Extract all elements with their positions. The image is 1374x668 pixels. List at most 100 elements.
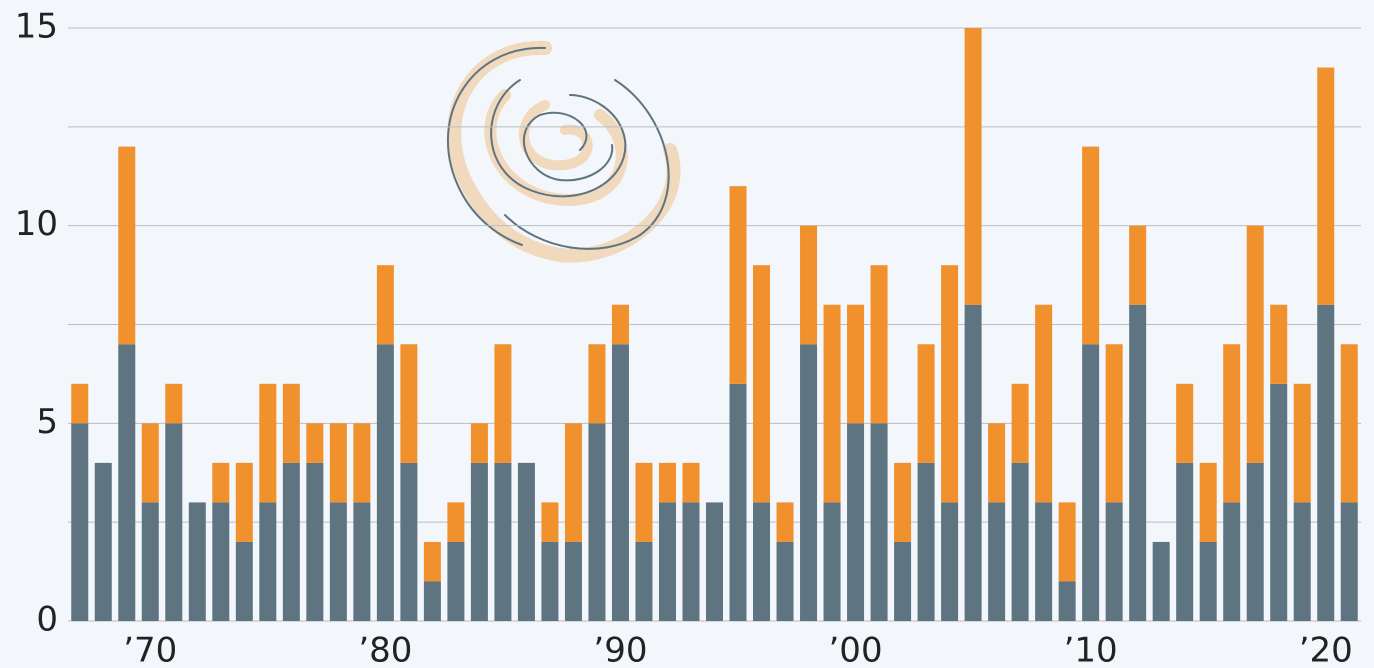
bar-segment [1341,502,1358,621]
bar-segment [1012,384,1029,463]
bar-segment [541,542,558,621]
bar-segment [871,265,888,423]
bar-segment [400,344,417,463]
bar-segment [565,542,582,621]
bar-segment [682,463,699,503]
bar-segment [283,463,300,621]
bar-segment [965,28,982,305]
bar-segment [165,384,182,424]
bar-segment [518,463,535,621]
bar-segment [1129,305,1146,621]
bar-segment [753,265,770,502]
bar-segment [1247,463,1264,621]
bar-segment [1341,344,1358,502]
bar-segment [353,502,370,621]
x-tick-label: ’80 [358,631,412,668]
bar-segment [1200,542,1217,621]
x-tick-label: ’10 [1064,631,1118,668]
bar-segment [165,423,182,621]
bar-segment [283,384,300,463]
bar-segment [1153,542,1170,621]
y-tick-label: 15 [15,7,58,47]
x-tick-label: ’00 [829,631,883,668]
bar-segment [918,344,935,463]
bar-segment [236,542,253,621]
bar-segment [753,502,770,621]
bar-segment [494,344,511,463]
bar-segment [659,502,676,621]
y-tick-label: 0 [36,600,58,640]
bar-segment [259,384,276,503]
bar-segment [1270,305,1287,384]
bar-segment [259,502,276,621]
bar-segment [71,423,88,621]
bar-segment [730,384,747,621]
bar-segment [588,344,605,423]
bar-segment [494,463,511,621]
bar-segment [659,463,676,503]
y-tick-label: 5 [36,402,58,442]
galaxy-icon [448,48,674,256]
bar-segment [424,542,441,582]
bar-segment [1223,344,1240,502]
bar-segment [941,265,958,502]
bar-segment [236,463,253,542]
bar-segment [306,423,323,463]
bar-segment [612,344,629,621]
bar-segment [1059,502,1076,581]
bar-segment [988,423,1005,502]
bar-segment [71,384,88,424]
bar-segment [353,423,370,502]
bar-segment [471,463,488,621]
bar-segment [824,305,841,503]
bar-segment [212,463,229,503]
bar-segment [777,542,794,621]
bar-segment [212,502,229,621]
bar-segment [635,542,652,621]
bar-segment [588,423,605,621]
bar-segment [330,502,347,621]
bar-segment [847,305,864,424]
bar-segment [965,305,982,621]
bar-segment [706,502,723,621]
bar-segment [424,581,441,621]
bar-segment [1317,305,1334,621]
bar-segment [1059,581,1076,621]
bar-segment [1247,226,1264,463]
bar-segment [1294,384,1311,503]
bar-segment [400,463,417,621]
bar-segment [777,502,794,542]
bar-segment [824,502,841,621]
y-tick-label: 10 [15,204,58,244]
bar-segment [142,423,159,502]
bar-segment [918,463,935,621]
bar-segment [377,344,394,621]
bar-segment [1200,463,1217,542]
bar-segment [1294,502,1311,621]
bar-segment [800,344,817,621]
bar-segment [95,463,112,621]
bar-segment [189,502,206,621]
bar-segment [118,147,135,345]
bar-segment [1129,226,1146,305]
bar-segment [894,463,911,542]
x-tick-label: ’20 [1299,631,1353,668]
bar-segment [1176,463,1193,621]
x-tick-label: ’90 [593,631,647,668]
bar-segment [447,502,464,542]
bar-segment [565,423,582,542]
bar-segment [1035,305,1052,503]
bar-segment [1035,502,1052,621]
bar-segment [941,502,958,621]
x-tick-label: ’70 [123,631,177,668]
bar-segment [1082,344,1099,621]
bar-segment [988,502,1005,621]
bar-segment [871,423,888,621]
bar-segment [1223,502,1240,621]
chart: 0 5 10 15 ’70 ’80 ’90 ’00 ’10 ’20 [0,0,1374,668]
bar-segment [1176,384,1193,463]
bar-segment [894,542,911,621]
bar-segment [377,265,394,344]
bar-segment [612,305,629,345]
bar-segment [447,542,464,621]
